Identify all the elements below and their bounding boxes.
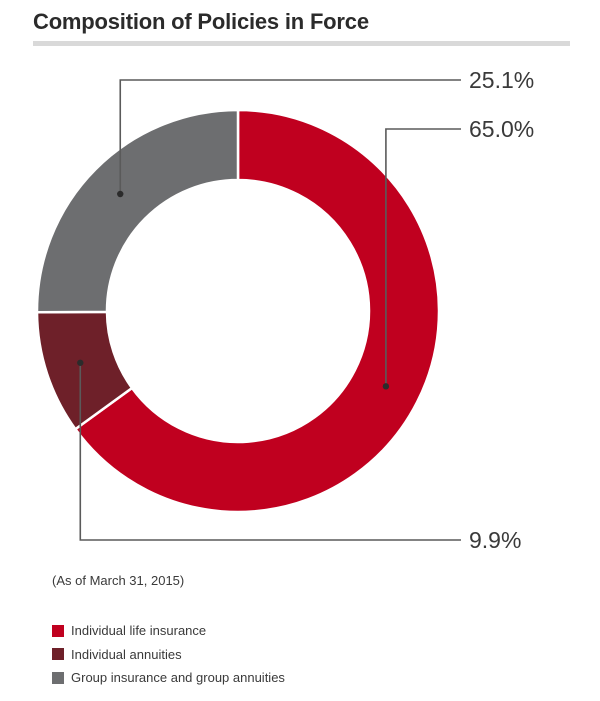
leader-line <box>79 362 461 541</box>
leader-line <box>385 128 461 387</box>
leader-line <box>119 79 461 194</box>
legend-label: Individual annuities <box>71 646 182 662</box>
legend-item-individual-life-insurance: Individual life insurance <box>52 623 285 638</box>
legend-swatch <box>52 624 64 637</box>
legend-label: Group insurance and group annuities <box>71 670 285 685</box>
data-label-individual-life-insurance: 65.0% <box>469 116 534 142</box>
legend-item-individual-annuities: Individual annuities <box>52 646 285 662</box>
leader-dot <box>382 383 390 390</box>
data-label-individual-annuities: 9.9% <box>469 527 521 553</box>
legend-item-group-insurance-and-group-annuities: Group insurance and group annuities <box>52 670 285 685</box>
title-divider <box>33 41 570 46</box>
as-of-note: (As of March 31, 2015) <box>52 573 185 588</box>
donut-slice-group-insurance-and-group-annuities <box>35 108 240 314</box>
leader-dot <box>77 359 84 366</box>
data-label-group-insurance-and-group-annuities: 25.1% <box>469 67 534 93</box>
donut-slice-individual-life-insurance <box>73 108 441 514</box>
legend: Individual life insurance Individual ann… <box>52 623 285 695</box>
legend-swatch <box>52 671 64 684</box>
legend-swatch <box>52 648 64 660</box>
chart-title: Composition of Policies in Force <box>33 9 369 34</box>
legend-label: Individual life insurance <box>71 623 207 638</box>
leader-dot <box>117 190 124 198</box>
